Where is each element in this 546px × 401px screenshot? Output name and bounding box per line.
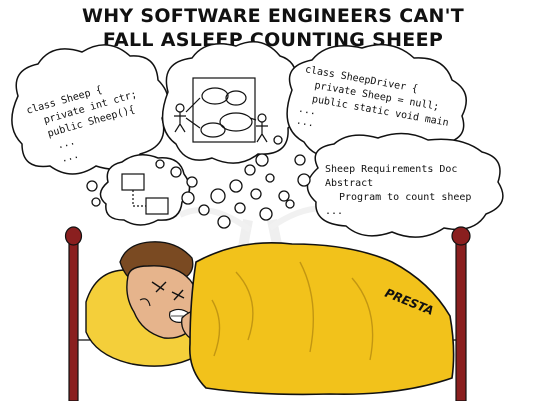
sheep-class-line-5: ... xyxy=(60,149,80,165)
thought-bubble-requirements: Sheep Requirements Doc Abstract Program … xyxy=(306,132,504,238)
comic-title-line-2: FALL ASLEEP COUNTING SHEEP xyxy=(102,29,444,51)
thought-bubble-use-case-diagram xyxy=(161,41,301,164)
thought-bubble-class-diagram xyxy=(99,154,191,226)
sheep-driver-line-5: ... xyxy=(295,115,315,129)
blanket-fold-lines xyxy=(211,261,374,361)
sheep-class-line-4: ... xyxy=(56,136,76,152)
thought-trail-circles xyxy=(86,135,311,229)
comic-title-line-1: WHY SOFTWARE ENGINEERS CAN'T xyxy=(81,5,465,27)
thought-bubble-sheep-class: class Sheep { private int ctr; public Sh… xyxy=(11,44,169,175)
sheep-driver-line-4: ... xyxy=(297,104,317,118)
blanket xyxy=(189,242,455,396)
requirements-line-4: ... xyxy=(325,206,343,217)
uml-actor-left-icon xyxy=(174,97,201,133)
requirements-line-3: Program to count sheep xyxy=(339,192,471,203)
uml-actor-right-icon xyxy=(249,113,268,143)
requirements-line-2: Abstract xyxy=(325,178,373,189)
requirements-line-1: Sheep Requirements Doc xyxy=(325,164,457,175)
